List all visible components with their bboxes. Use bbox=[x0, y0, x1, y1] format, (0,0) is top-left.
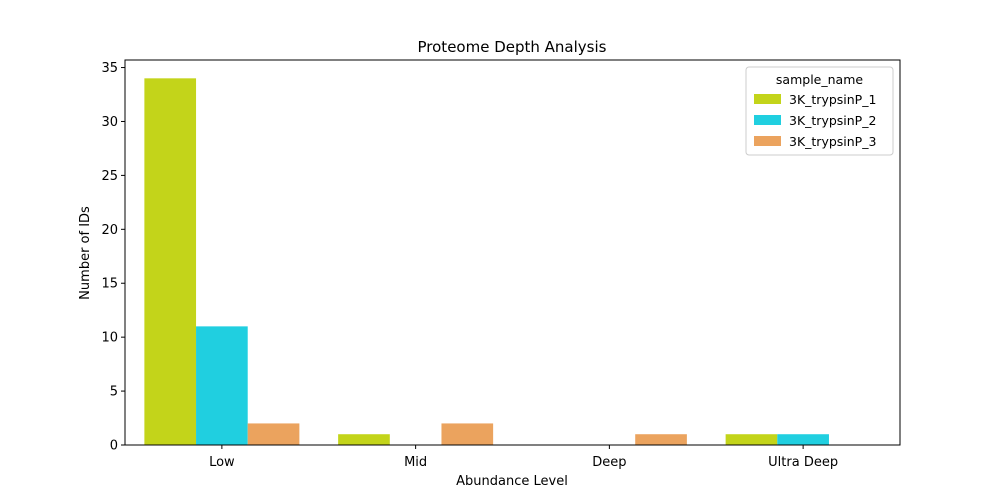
y-tick-label: 20 bbox=[101, 223, 118, 238]
plot-area bbox=[124, 59, 901, 446]
bar-low-series-1 bbox=[144, 78, 197, 445]
y-tick-label: 30 bbox=[101, 115, 118, 130]
legend-entry: 3K_trypsinP_3 bbox=[789, 134, 876, 149]
x-tick-label: Ultra Deep bbox=[768, 455, 838, 470]
x-tick-label: Mid bbox=[404, 455, 427, 470]
chart-title: Proteome Depth Analysis bbox=[418, 38, 607, 56]
legend-entry: 3K_trypsinP_1 bbox=[789, 92, 876, 107]
bar-ultra-deep-series-2 bbox=[777, 434, 829, 445]
legend-entry: 3K_trypsinP_2 bbox=[789, 113, 876, 128]
y-tick-label: 5 bbox=[110, 385, 118, 400]
bar-mid-series-1 bbox=[338, 434, 390, 445]
bar-low-series-2 bbox=[196, 326, 248, 445]
legend-swatch bbox=[754, 136, 781, 146]
legend-title: sample_name bbox=[776, 72, 863, 87]
y-tick-label: 15 bbox=[101, 277, 118, 292]
x-axis-label: Abundance Level bbox=[456, 474, 568, 489]
x-tick-label: Low bbox=[209, 455, 235, 470]
x-tick-label: Deep bbox=[592, 455, 626, 470]
x-axis: Low Mid Deep Ultra Deep bbox=[209, 445, 838, 470]
legend-swatch bbox=[754, 94, 781, 104]
bar-ultra-deep-series-1 bbox=[725, 434, 778, 445]
legend: sample_name 3K_trypsinP_1 3K_trypsinP_2 3K_… bbox=[745, 66, 894, 156]
legend-box bbox=[745, 66, 894, 156]
y-tick-label: 35 bbox=[101, 61, 118, 76]
bar-mid-series-3 bbox=[441, 423, 494, 445]
bar-deep-series-3 bbox=[635, 434, 687, 445]
legend-swatch bbox=[754, 115, 781, 125]
y-tick-label: 0 bbox=[110, 439, 118, 454]
y-axis: 0 5 10 15 20 25 30 35 bbox=[101, 61, 125, 454]
bar-low-series-3 bbox=[247, 423, 300, 445]
y-axis-label: Number of IDs bbox=[78, 206, 93, 300]
plot-frame bbox=[124, 59, 901, 446]
y-tick-label: 10 bbox=[101, 331, 118, 346]
y-tick-label: 25 bbox=[101, 169, 118, 184]
